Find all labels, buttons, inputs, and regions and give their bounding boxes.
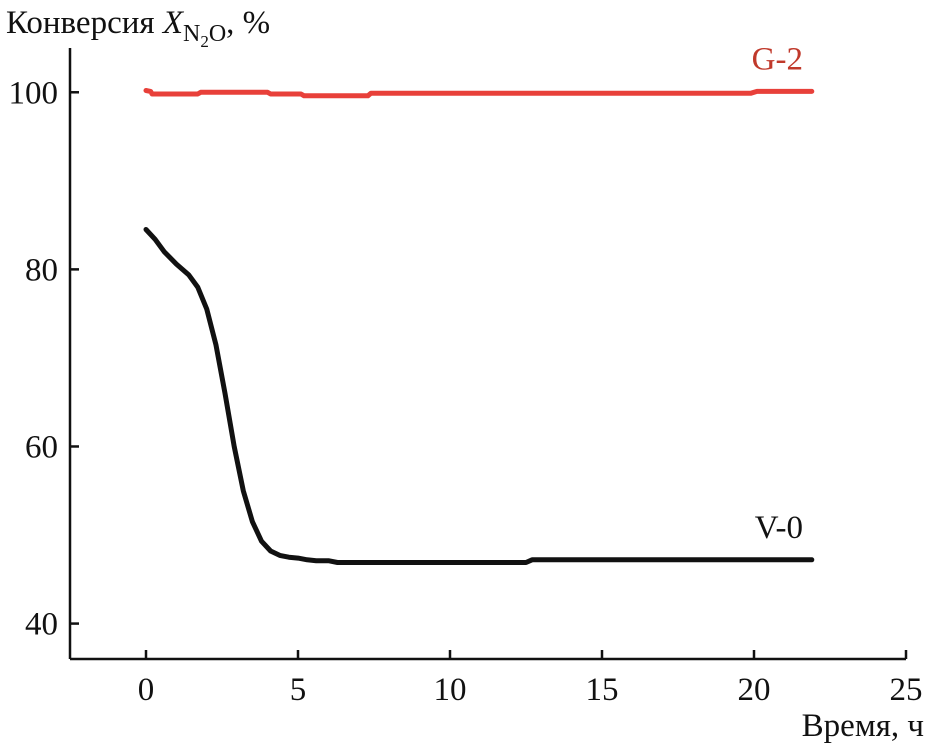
x-tick-label: 15 [586, 672, 619, 708]
series-layer [143, 88, 815, 565]
x-tick-label: 5 [290, 672, 307, 708]
y-tick-label: 60 [25, 429, 58, 465]
series-line-g-2 [143, 88, 815, 99]
x-tick-label: 20 [738, 672, 771, 708]
x-ticks: 0 5 10 15 20 25 [138, 650, 923, 708]
series-label-g-2: G-2 [752, 41, 803, 77]
y-axis-title: Конверсия XN2O, % [6, 5, 270, 51]
y-tick-label: 100 [9, 75, 59, 111]
y-tick-label: 40 [25, 607, 58, 643]
x-axis-title: Время, ч [802, 708, 924, 744]
x-tick-label: 10 [434, 672, 467, 708]
series-label-v-0: V-0 [755, 510, 803, 546]
y-tick-label: 80 [25, 252, 58, 288]
series-label-layer: G-2 V-0 [752, 41, 803, 545]
y-ticks: 40 60 80 100 [9, 75, 79, 643]
x-tick-label: 0 [138, 672, 155, 708]
series-line-v-0 [143, 227, 815, 565]
x-tick-label: 25 [890, 672, 923, 708]
